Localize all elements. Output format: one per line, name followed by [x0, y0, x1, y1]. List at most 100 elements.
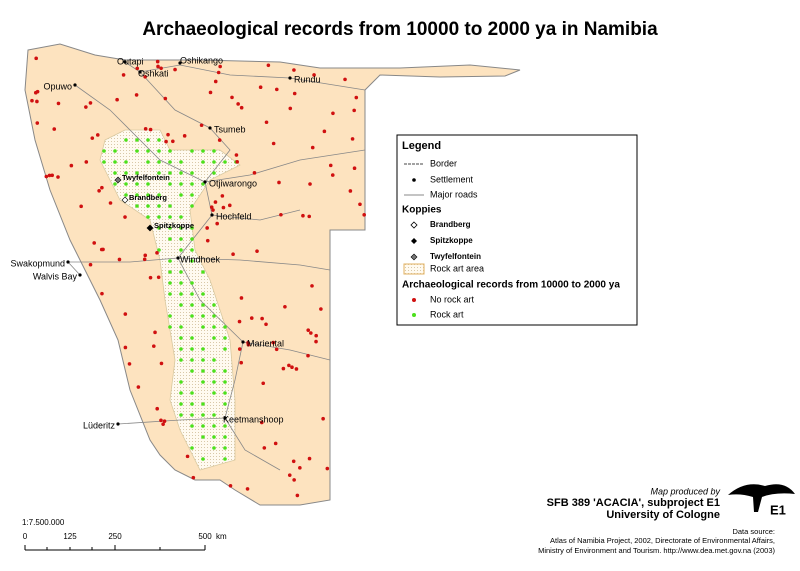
rock-art-record: [124, 193, 128, 197]
record: [205, 238, 210, 243]
record: [56, 175, 60, 179]
settlement: [241, 340, 245, 344]
university: University of Cologne: [606, 509, 720, 521]
record: [234, 153, 239, 157]
rock-art-record: [124, 182, 128, 186]
record: [47, 173, 52, 178]
record: [235, 160, 239, 164]
record: [100, 185, 104, 190]
record: [274, 347, 279, 352]
legend-item: Twyfelfontein: [430, 252, 481, 261]
scale-tick: 125: [63, 532, 77, 541]
source-heading: Data source:: [732, 527, 775, 536]
rock-art-record: [201, 325, 205, 329]
rock-art-record: [190, 424, 194, 428]
legend-item: Major roads: [430, 189, 478, 199]
record: [277, 180, 281, 185]
record: [90, 136, 95, 140]
rock-art-record: [201, 303, 205, 307]
rock-art-record: [201, 314, 205, 318]
rock-art-record: [113, 171, 117, 175]
rock-art-record: [223, 435, 227, 439]
rock-art-record: [190, 237, 194, 241]
record: [249, 316, 254, 320]
record: [227, 203, 232, 208]
scale-bar: 1:7.500.000 0 125 250 500 km: [22, 518, 227, 551]
settlement: [203, 180, 207, 184]
rock-art-record: [113, 182, 117, 186]
rock-art-record: [113, 160, 117, 164]
rock-art-record: [212, 160, 216, 164]
record: [348, 189, 353, 193]
settlement: [176, 256, 180, 260]
rock-art-record: [168, 325, 172, 329]
record: [283, 304, 287, 309]
record: [115, 97, 119, 102]
rock-art-record: [157, 193, 161, 197]
rock-art-record: [135, 149, 139, 153]
rock-art-record: [179, 303, 183, 307]
record: [236, 102, 240, 106]
rock-art-record: [179, 270, 183, 274]
record: [343, 77, 347, 82]
record: [291, 459, 296, 464]
legend-item: Spitzkoppe: [430, 236, 473, 245]
record: [218, 64, 222, 69]
record: [142, 257, 147, 262]
record: [162, 419, 167, 423]
koppie-label: Spitzkoppe: [154, 221, 194, 230]
rock-art-record: [102, 149, 106, 153]
legend-koppie-symbol: [410, 221, 418, 229]
record: [264, 322, 268, 327]
rock-art-record: [146, 138, 150, 142]
record: [95, 133, 100, 137]
legend-item: Rock art: [430, 309, 464, 319]
record: [33, 90, 38, 95]
rock-art-record: [179, 248, 183, 252]
record: [279, 212, 283, 217]
record: [246, 340, 250, 345]
rock-art-record: [223, 391, 227, 395]
rock-art-record: [212, 413, 216, 417]
settlement: [123, 60, 127, 64]
rock-art-record: [190, 259, 194, 263]
record: [191, 475, 196, 480]
town-label: Rundu: [294, 74, 321, 84]
record: [185, 454, 190, 459]
record: [182, 134, 187, 138]
rock-art-record: [168, 259, 172, 263]
record: [173, 67, 177, 72]
record: [143, 253, 148, 258]
rock-art-record: [146, 160, 150, 164]
record: [310, 284, 314, 288]
legend-red-symbol: [412, 298, 416, 302]
rock-art-record: [190, 391, 194, 395]
record: [262, 446, 267, 450]
rock-art-record: [190, 292, 194, 296]
settlement: [208, 126, 212, 130]
record: [237, 347, 242, 351]
rock-art-record: [179, 193, 183, 197]
record: [217, 138, 222, 142]
record: [92, 241, 97, 245]
source-line: Ministry of Environment and Tourism. htt…: [538, 546, 775, 555]
town-label: Keetmanshoop: [223, 414, 284, 424]
record: [166, 132, 170, 137]
rock-art-record: [179, 160, 183, 164]
rock-art-record: [157, 138, 161, 142]
record: [155, 59, 160, 64]
rock-art-record: [201, 347, 205, 351]
rock-art-record: [190, 336, 194, 340]
rock-art-record: [190, 347, 194, 351]
produced-by: Map produced by: [650, 486, 720, 496]
record: [153, 330, 157, 335]
rock-art-record: [223, 457, 227, 461]
record: [88, 262, 93, 267]
settlement: [288, 76, 292, 80]
rock-art-record: [212, 336, 216, 340]
rock-art-record: [223, 325, 227, 329]
rock-art-record: [212, 369, 216, 373]
legend: Legend Border Settlement Major roads Kop…: [396, 134, 638, 326]
record: [136, 385, 141, 389]
